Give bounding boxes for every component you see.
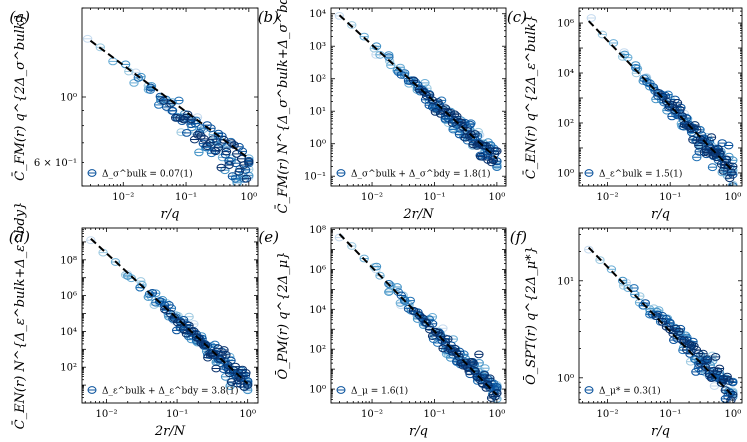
panel-letter: (a) [9,8,30,26]
y-tick-label: 10⁸ [309,225,326,236]
x-tick-label: 10⁻² [361,192,383,203]
y-tick-label: 10⁴ [60,327,77,338]
fit-line [90,238,249,385]
y-tick-label: 10⁴ [309,9,326,20]
plot-area [334,12,502,172]
plot-area [82,34,254,186]
y-axis-label: Ō_PM(r) q^{2Δ_μ} [275,251,291,379]
panel-a: 10⁻² 10⁻¹ 10⁰ 10⁰ 6 × 10⁻¹ (a) r/q C̄_FM(r) q^{… [9,7,259,222]
x-axis-label: 2r/N [154,424,186,439]
fit-line [587,246,734,397]
y-tick-label: 10⁸ [60,255,77,266]
panel-letter: (d) [9,228,30,246]
y-tick-label: 10⁰ [309,385,326,396]
legend-label: Δ_σ^bulk = 0.07(1) [102,169,193,180]
y-tick-label: 10² [557,118,574,129]
x-tick-label: 10⁻¹ [423,192,445,203]
panel-c: 10⁻² 10⁻¹ 10⁰ 10⁰ 10² 10⁴ 10⁶ (c) r/q C̄_EN(r) q^… [507,7,743,222]
x-tick-label: 10⁻² [597,409,619,420]
plot-area [586,14,738,186]
y-tick-label: 10¹ [557,276,574,287]
data-point [727,184,735,186]
y-tick-label: 10⁶ [60,291,77,302]
plot-area [86,236,253,395]
x-tick-label: 10⁻² [361,409,383,420]
y-tick-label: 10⁰ [309,139,326,150]
x-axis-label: r/q [651,207,670,222]
x-tick-label: 10⁰ [724,192,741,203]
x-tick-label: 10⁻² [597,192,619,203]
x-tick-label: 10⁻¹ [659,409,681,420]
x-tick-label: 10⁻¹ [659,192,681,203]
y-axis-label: C̄_FM(r) q^{2Δ_σ^bulk} [12,13,28,181]
y-tick-label: 10³ [309,42,326,53]
y-tick-label: 10² [309,345,326,356]
x-tick-label: 10⁰ [240,192,257,203]
fit-line [587,20,734,172]
plot-area [584,245,738,403]
x-axis-label: r/q [161,207,180,222]
x-tick-label: 10⁻¹ [175,192,197,203]
x-tick-label: 10⁻¹ [423,409,445,420]
panel-b: 10⁻² 10⁻¹ 10⁰ 10⁻¹ 10⁰ 10¹ 10² 10³ 10⁴ (b) 2r/N C̄_… [258,0,507,222]
y-tick-label: 10⁻¹ [304,172,326,183]
y-axis-label: C̄_EN(r) N^{Δ_ε^bulk+Δ_ε^bdy} [12,202,28,430]
panel-d: 10⁻² 10⁻¹ 10⁰ 10² 10⁴ 10⁶ 10⁸ (d) 2r/N C̄_EN(r) N… [9,202,259,439]
y-axis-label: C̄_FM(r) N^{Δ_σ^bulk+Δ_σ^bdy} [275,0,291,214]
legend-label: Δ_ε^bulk + Δ_ε^bdy = 3.8(1) [102,386,239,397]
legend-label: Δ_ε^bulk = 1.5(1) [599,169,682,180]
plot-area [334,233,502,403]
panel-letter: (e) [258,228,279,246]
x-tick-label: 10⁰ [239,409,256,420]
x-axis-label: 2r/N [402,207,434,222]
y-tick-label: 10⁶ [309,265,326,276]
y-tick-label: 10⁶ [557,19,574,30]
x-tick-label: 10⁻² [95,409,117,420]
y-axis-label: Ō_SPT(r) q^{2Δ_μ*} [523,246,539,385]
fit-line [338,14,498,160]
panel-letter: (c) [507,8,527,26]
x-tick-label: 10⁰ [724,409,741,420]
y-tick-label: 10⁰ [557,168,574,179]
y-tick-label: 10⁴ [309,305,326,316]
panel-letter: (b) [258,8,279,26]
fit-line [338,233,498,396]
x-tick-label: 10⁰ [489,409,506,420]
y-tick-label: 10⁰ [557,373,574,384]
y-tick-label: 10⁴ [557,69,574,80]
x-axis-label: r/q [651,424,670,439]
y-tick-label: 10² [60,363,77,374]
y-tick-label: 10⁰ [60,93,77,104]
y-tick-label: 6 × 10⁻¹ [34,158,77,169]
axes-frame [81,7,259,187]
x-tick-label: 10⁰ [489,192,506,203]
panel-f: 10⁻² 10⁻¹ 10⁰ 10⁰ 10¹ (f) r/q Ō_SPT(r) q^{2Δ_μ*… [510,227,743,439]
x-tick-label: 10⁻² [112,192,134,203]
legend-label: Δ_μ = 1.6(1) [351,386,408,397]
legend-label: Δ_σ^bulk + Δ_σ^bdy = 1.8(1) [351,169,490,180]
y-tick-label: 10¹ [309,107,326,118]
y-axis-label: C̄_EN(r) q^{2Δ_ε^bulk} [523,15,539,179]
axes-frame [330,7,507,187]
y-tick-label: 10² [309,74,326,85]
panel-e: 10⁻² 10⁻¹ 10⁰ 10⁰ 10² 10⁴ 10⁶ 10⁸ (e) r/q Ō_PM(r) … [258,225,507,439]
x-tick-label: 10⁻¹ [166,409,188,420]
panel-letter: (f) [510,228,527,246]
x-axis-label: r/q [409,424,428,439]
legend-label: Δ_μ* = 0.3(1) [599,386,661,397]
